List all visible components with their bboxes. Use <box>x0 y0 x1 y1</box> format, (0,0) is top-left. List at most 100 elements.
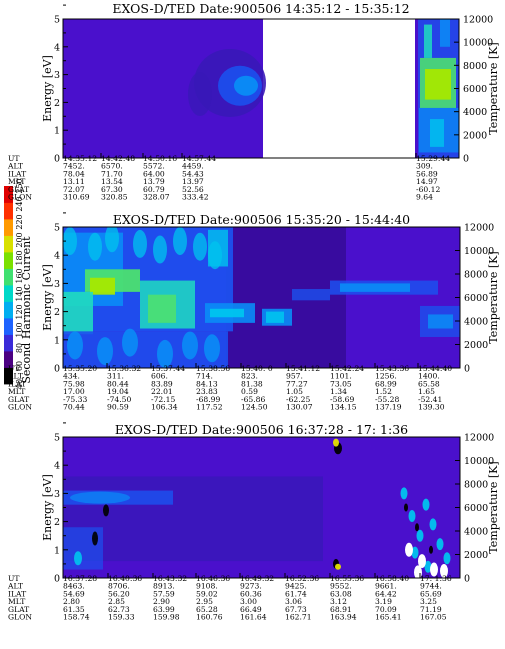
ephemeris-value: 61.74 <box>285 589 307 598</box>
ephemeris-value: 9.64 <box>416 193 433 202</box>
ephemeris-value: -52.41 <box>418 395 442 404</box>
intensity-region <box>411 546 419 559</box>
colorbar-segment <box>4 219 13 236</box>
ephemeris-value: 16:52:36 <box>285 574 319 583</box>
y-tick-label: 2 <box>54 307 60 318</box>
ephemeris-value: 72.07 <box>63 185 85 194</box>
panel-title: EXOS-D/TED Date:900506 15:35:20 - 15:44:… <box>113 212 410 227</box>
ephemeris-value: 9661. <box>375 582 397 591</box>
y2-axis-label: Temperature [K] <box>487 461 500 553</box>
ephemeris-value: 64.00 <box>143 169 165 178</box>
y-tick-label: 1 <box>54 335 60 346</box>
colorbar-tick-label: 60 <box>15 361 24 371</box>
ephemeris-value: 162.71 <box>285 613 312 622</box>
ephemeris-row-label: GLAT <box>8 185 29 194</box>
ephemeris-value: 4459. <box>182 162 204 171</box>
ephemeris-row-label: ALT <box>7 582 23 591</box>
ephemeris-value: 134.15 <box>330 403 357 412</box>
intensity-region <box>67 331 83 360</box>
ephemeris-value: 137.19 <box>375 403 402 412</box>
intensity-region <box>88 232 102 261</box>
ephemeris-value: 9425. <box>285 582 307 591</box>
y2-axis-label: Temperature [K] <box>487 42 500 134</box>
ephemeris-value: 71.70 <box>101 169 123 178</box>
ephemeris-value: 60.36 <box>240 589 262 598</box>
ephemeris-row-label: ALT <box>7 372 23 381</box>
y-tick-label: 1 <box>54 545 60 556</box>
ephemeris-value: 15:44:40 <box>418 364 452 373</box>
intensity-region <box>333 438 339 447</box>
ephemeris-value: -65.86 <box>241 395 265 404</box>
ephemeris-value: 19.04 <box>107 387 129 396</box>
colorbar-segment <box>4 202 13 220</box>
ephemeris-value: 65.58 <box>418 379 440 388</box>
intensity-region <box>436 538 444 551</box>
ephemeris-value: 9552. <box>330 582 352 591</box>
ephemeris-value: 17: 1:36 <box>420 574 452 583</box>
y2-tick-label: 12000 <box>464 223 494 234</box>
intensity-region <box>415 523 419 532</box>
ephemeris-row-label: UT <box>8 364 19 373</box>
ephemeris-value: 0.59 <box>241 387 258 396</box>
panel-title: EXOS-D/TED Date:900506 14:35:12 - 15:35:… <box>112 1 409 16</box>
intensity-region <box>157 339 173 368</box>
intensity-region <box>90 277 115 295</box>
intensity-region <box>105 227 119 253</box>
ephemeris-value: 22.01 <box>151 387 173 396</box>
ephemeris-value: 65.69 <box>420 589 442 598</box>
y-tick-label: 3 <box>54 279 60 290</box>
intensity-region <box>153 235 167 264</box>
ephemeris-row-label: UT <box>8 574 19 583</box>
ephemeris-value: 130.07 <box>286 403 313 412</box>
ephemeris-value: 81.38 <box>241 379 263 388</box>
ephemeris-value: 15:36:32 <box>107 364 141 373</box>
ephemeris-value: 309. <box>416 162 433 171</box>
ephemeris-value: -58.69 <box>330 395 354 404</box>
intensity-region <box>429 518 437 531</box>
ephemeris-value: 14:42:48 <box>101 154 135 163</box>
intensity-region <box>440 19 450 47</box>
intensity-region <box>234 75 258 96</box>
ephemeris-value: 13.11 <box>63 177 85 186</box>
intensity-region <box>103 504 109 517</box>
ephemeris-value: 8706. <box>108 582 130 591</box>
intensity-region <box>425 69 451 100</box>
ephemeris-value: 59.02 <box>196 589 218 598</box>
ephemeris-value: 70.44 <box>63 403 85 412</box>
ephemeris-row-label: ILAT <box>8 589 26 598</box>
ephemeris-row-label: GLON <box>8 613 32 622</box>
ephemeris-value: 67.73 <box>285 605 307 614</box>
y-tick-label: 5 <box>54 433 60 444</box>
ephemeris-value: 56.89 <box>416 169 438 178</box>
intensity-region <box>404 503 408 512</box>
ephemeris-value: 70.09 <box>375 605 397 614</box>
y-axis-label: Energy [eV] <box>41 474 54 541</box>
ephemeris-value: 16:40:36 <box>108 574 142 583</box>
y-tick-label: 4 <box>54 251 60 262</box>
intensity-region <box>122 328 138 357</box>
ephemeris-value: 57.59 <box>153 589 175 598</box>
heatmap <box>63 437 460 578</box>
y2-tick-label: 8000 <box>464 480 488 491</box>
colorbar-tick-label: 240 <box>15 196 24 211</box>
intensity-region <box>182 331 198 360</box>
ephemeris-value: 1.05 <box>286 387 303 396</box>
ephemeris-value: 15:29:44 <box>416 154 450 163</box>
ephemeris-value: 9108. <box>196 582 218 591</box>
ephemeris-value: 16:49:32 <box>240 574 274 583</box>
ephemeris-value: 310.69 <box>63 193 90 202</box>
colorbar-segment <box>4 285 13 302</box>
intensity-region <box>204 334 220 363</box>
intensity-region <box>173 227 187 256</box>
